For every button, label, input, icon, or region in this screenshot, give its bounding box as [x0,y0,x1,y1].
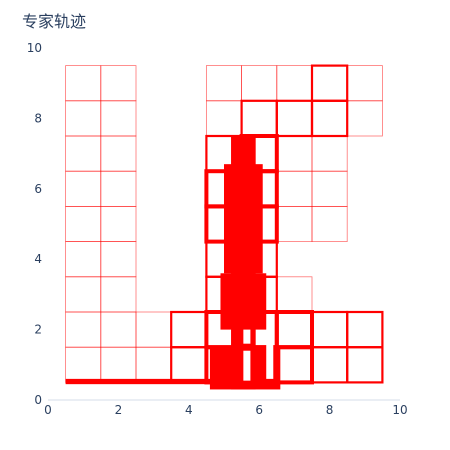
path-gap-1 [243,329,251,344]
trajectory-cell-51 [311,170,348,207]
trajectory-cell-39 [241,65,278,102]
trajectory-cell-9 [100,346,137,383]
trajectory-cell-20 [170,346,208,384]
trajectory-cell-19 [135,311,172,348]
trajectory-cell-16 [100,100,137,137]
trajectory-cell-30 [205,65,242,102]
trajectory-cell-21 [170,310,208,349]
trajectory-cell-57 [346,100,383,137]
trajectory-cell-44 [276,170,313,207]
trajectory-cell-47 [276,65,313,102]
y-tick-label: 8 [34,111,42,125]
path-gap-0 [243,350,251,381]
trajectory-cell-50 [311,205,348,242]
trajectory-cell-3 [65,241,102,278]
x-tick-label: 6 [255,403,263,417]
dense-path-4 [65,378,214,385]
trajectory-cell-43 [276,205,313,242]
x-tick-label: 2 [115,403,123,417]
trajectory-cell-55 [346,346,384,384]
x-tick-label: 10 [392,403,407,417]
trajectory-cell-56 [346,310,384,349]
trajectory-cell-4 [65,205,102,242]
trajectory-cell-58 [346,65,383,102]
y-tick-label: 2 [34,323,42,337]
y-tick-label: 6 [34,182,42,196]
trajectory-cell-17 [100,65,137,102]
x-tick-label: 4 [185,403,193,417]
trajectory-cell-54 [310,64,349,102]
trajectory-cell-13 [100,205,137,242]
trajectory-cell-14 [100,170,137,207]
chart-title: 专家轨迹 [22,12,87,31]
y-tick-label: 4 [34,252,42,266]
x-tick-label: 0 [44,403,52,417]
trajectory-cell-12 [100,241,137,278]
trajectory-cell-8 [65,65,102,102]
trajectory-cell-11 [100,276,137,313]
trajectory-cell-6 [65,135,102,172]
x-tick-label: 8 [326,403,334,417]
trajectory-cell-29 [205,100,242,137]
trajectory-cell-10 [100,311,137,348]
y-tick-label: 0 [34,393,42,407]
trajectory-cell-15 [100,135,137,172]
axes: 0 2 4 6 8 10 0 2 4 6 8 10 [27,41,408,417]
trajectory-cell-46 [275,99,314,138]
trajectory-cell-53 [310,99,349,138]
trajectory-cell-49 [310,310,349,349]
trajectory-cell-5 [65,170,102,207]
trajectory-dense-paths [65,136,281,390]
trajectory-cell-52 [311,135,348,172]
trajectory-cell-42 [276,276,313,313]
trajectory-cell-7 [65,100,102,137]
trajectory-cell-18 [135,346,172,383]
trajectory-cell-45 [276,135,313,172]
y-tick-label: 10 [27,41,42,55]
path-gap-2 [266,329,274,379]
trajectory-cell-41 [274,310,314,350]
trajectory-cell-2 [65,276,102,313]
trajectory-cell-48 [310,346,349,384]
trajectory-cell-1 [65,311,102,348]
trajectory-cell-0 [65,346,102,383]
trajectory-cell-38 [240,99,278,138]
trajectory-cell-40 [274,345,314,385]
